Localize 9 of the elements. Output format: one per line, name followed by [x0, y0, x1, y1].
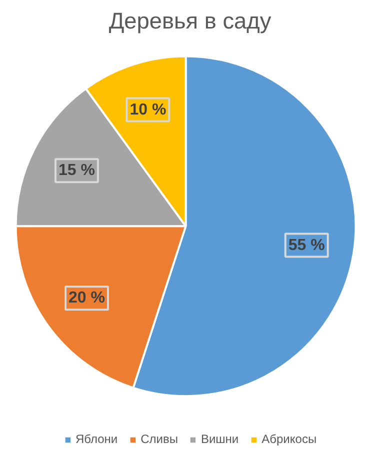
- chart-title: Деревья в саду: [108, 8, 272, 34]
- data-label: 15 %: [58, 162, 95, 180]
- legend-label: Сливы: [140, 432, 178, 446]
- legend-label: Вишни: [200, 432, 239, 446]
- data-label: 55 %: [288, 236, 325, 254]
- data-label: 20 %: [68, 290, 105, 307]
- legend-label: Абрикосы: [262, 432, 317, 446]
- data-label: 10 %: [130, 101, 166, 118]
- legend-label: Яблони: [75, 432, 118, 446]
